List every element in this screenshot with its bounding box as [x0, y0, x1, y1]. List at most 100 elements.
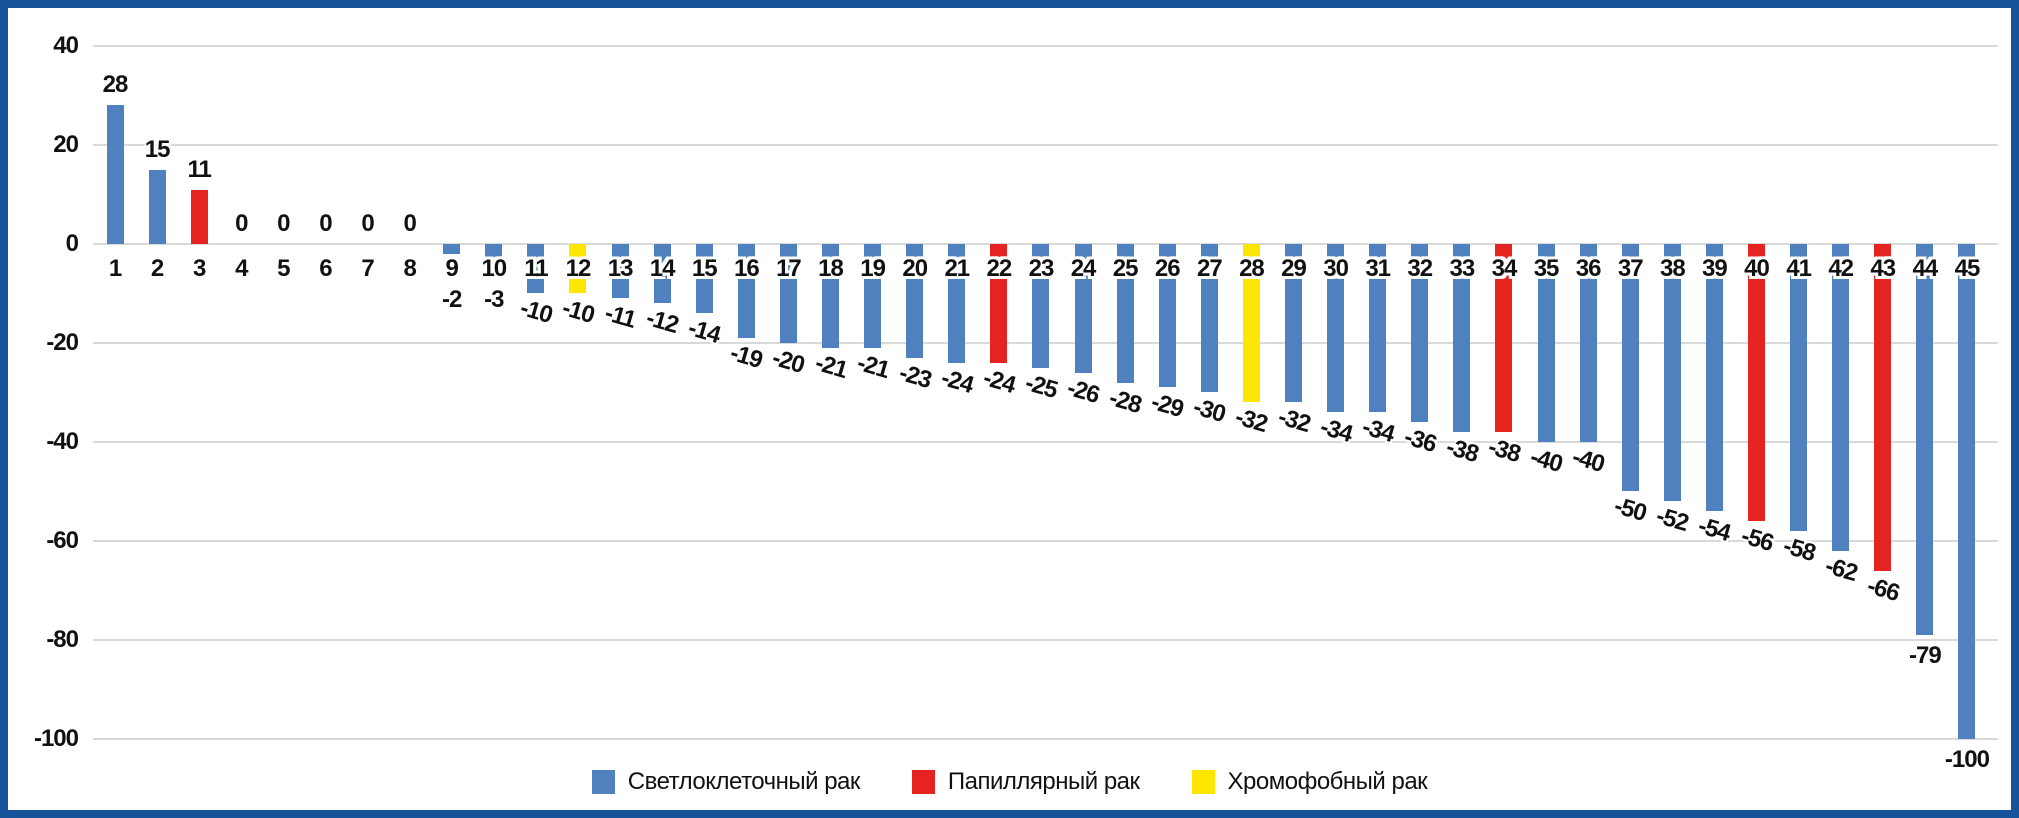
- value-label-18: -21: [811, 349, 850, 384]
- category-label-41: 41: [1786, 255, 1812, 282]
- value-label-40: -56: [1737, 522, 1776, 557]
- value-label-28: -32: [1232, 403, 1271, 439]
- value-label-14: -12: [643, 304, 682, 340]
- bar-category-17: [779, 244, 797, 343]
- legend-label-papillary: Папиллярный рак: [947, 768, 1140, 795]
- bar-category-30: [1327, 244, 1345, 413]
- bar-category-12: [569, 244, 587, 294]
- category-label-6: 6: [319, 255, 332, 282]
- category-label-7: 7: [361, 255, 374, 282]
- value-label-23: -25: [1022, 368, 1061, 404]
- y-axis-tick-label: -20: [46, 328, 79, 356]
- chart-legend: Светлоклеточный рак Папиллярный рак Хром…: [8, 768, 2011, 796]
- value-label-39: -54: [1695, 512, 1734, 547]
- bar-category-10: [485, 244, 503, 259]
- category-label-5: 5: [277, 255, 290, 282]
- category-label-15: 15: [691, 255, 718, 282]
- bar-category-31: [1369, 244, 1387, 413]
- category-label-36: 36: [1575, 255, 1602, 282]
- value-label-43: -66: [1863, 571, 1902, 607]
- value-label-17: -20: [769, 344, 808, 379]
- bar-category-42: [1832, 244, 1850, 551]
- legend-item-chromophobe: Хромофобный рак: [1191, 768, 1428, 796]
- category-label-17: 17: [776, 255, 802, 282]
- category-label-44: 44: [1912, 255, 1939, 282]
- value-label-9: -2: [442, 286, 462, 313]
- y-axis-tick-label: -60: [46, 526, 79, 554]
- category-label-3: 3: [192, 255, 206, 282]
- value-label-24: -26: [1064, 373, 1103, 409]
- value-label-4: 0: [235, 210, 248, 237]
- category-label-35: 35: [1533, 255, 1560, 282]
- gridline-40: [93, 45, 1998, 48]
- legend-swatch-chromophobe: [1191, 770, 1215, 794]
- bar-category-2: [148, 169, 166, 244]
- value-label-29: -32: [1274, 403, 1313, 439]
- bar-category-23: [1032, 244, 1050, 368]
- legend-item-papillary: Папиллярный рак: [911, 768, 1140, 796]
- bar-category-38: [1663, 244, 1681, 502]
- y-axis-tick-label: 0: [65, 230, 79, 257]
- category-label-1: 1: [108, 255, 122, 282]
- value-label-36: -40: [1569, 443, 1608, 478]
- bar-category-45: [1958, 244, 1976, 739]
- bar-category-43: [1874, 244, 1892, 571]
- category-label-37: 37: [1617, 255, 1644, 282]
- category-label-26: 26: [1154, 255, 1181, 282]
- bar-category-25: [1116, 244, 1134, 383]
- value-label-1: 28: [102, 71, 129, 99]
- category-label-28: 28: [1239, 255, 1265, 282]
- category-label-45: 45: [1954, 255, 1981, 282]
- value-label-27: -30: [1190, 393, 1229, 429]
- category-label-21: 21: [944, 255, 970, 282]
- bar-category-29: [1285, 244, 1303, 403]
- bar-category-40: [1748, 244, 1765, 522]
- value-label-21: -24: [937, 363, 976, 399]
- value-label-37: -50: [1611, 492, 1650, 528]
- y-axis-tick-label: -100: [33, 724, 79, 752]
- value-label-42: -62: [1821, 551, 1860, 587]
- bar-category-32: [1411, 244, 1429, 423]
- bar-category-26: [1158, 244, 1176, 388]
- bar-category-22: [990, 244, 1008, 363]
- bar-category-14: [653, 244, 671, 304]
- value-label-35: -40: [1527, 443, 1566, 478]
- category-label-31: 31: [1365, 255, 1391, 282]
- value-label-41: -58: [1779, 532, 1818, 567]
- category-label-27: 27: [1196, 255, 1223, 282]
- value-label-7: 0: [361, 210, 374, 237]
- category-label-13: 13: [607, 255, 634, 282]
- bar-category-35: [1537, 244, 1555, 442]
- legend-label-chromophobe: Хромофобный рак: [1227, 768, 1428, 795]
- value-label-10: -3: [484, 286, 504, 313]
- category-label-42: 42: [1828, 255, 1854, 282]
- value-label-34: -38: [1485, 433, 1524, 468]
- value-label-12: -10: [559, 294, 598, 330]
- category-label-10: 10: [481, 255, 507, 282]
- value-label-45: -100: [1944, 745, 1990, 773]
- category-label-16: 16: [733, 255, 760, 282]
- gridline-20: [93, 144, 1998, 147]
- category-label-30: 30: [1323, 255, 1349, 282]
- value-label-13: -11: [601, 299, 639, 335]
- bar-category-33: [1453, 244, 1471, 432]
- bar-category-16: [737, 244, 755, 338]
- value-label-8: 0: [403, 210, 416, 237]
- gridline--60: [93, 539, 1998, 542]
- value-label-20: -23: [895, 358, 934, 394]
- value-label-2: 15: [144, 135, 171, 163]
- value-label-32: -36: [1400, 423, 1439, 458]
- bar-category-36: [1579, 244, 1597, 442]
- value-label-38: -52: [1653, 502, 1692, 538]
- bar-category-1: [106, 105, 124, 244]
- category-label-39: 39: [1702, 255, 1728, 282]
- value-label-3: 11: [187, 155, 211, 183]
- value-label-44: -79: [1909, 641, 1942, 669]
- category-label-14: 14: [649, 255, 676, 282]
- value-label-26: -29: [1148, 388, 1187, 424]
- bar-category-27: [1200, 244, 1218, 393]
- category-label-12: 12: [565, 255, 592, 282]
- category-label-9: 9: [445, 255, 459, 282]
- value-label-16: -19: [727, 339, 766, 374]
- bar-category-15: [695, 244, 713, 314]
